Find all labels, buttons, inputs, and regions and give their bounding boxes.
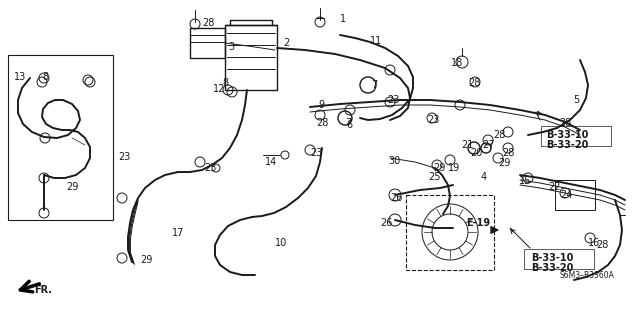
Text: 11: 11 <box>370 36 382 46</box>
Text: 28: 28 <box>596 240 609 250</box>
Text: 10: 10 <box>275 238 287 248</box>
Text: 28: 28 <box>559 118 572 128</box>
Text: B-33-10: B-33-10 <box>531 253 573 263</box>
Bar <box>8 55 113 220</box>
Bar <box>190 28 225 58</box>
Text: 23: 23 <box>427 115 440 125</box>
Text: 23: 23 <box>310 148 323 158</box>
Text: 28: 28 <box>493 130 506 140</box>
Bar <box>524 249 594 269</box>
Text: 19: 19 <box>448 163 460 173</box>
Text: 13: 13 <box>14 72 26 82</box>
Text: 20: 20 <box>470 148 483 158</box>
Text: 9: 9 <box>318 100 324 110</box>
Text: 8: 8 <box>42 72 48 82</box>
Text: 3: 3 <box>228 42 234 52</box>
Text: 2: 2 <box>283 38 289 48</box>
Text: 25: 25 <box>428 172 440 182</box>
Text: 22: 22 <box>548 182 561 192</box>
Text: 27: 27 <box>482 140 495 150</box>
Text: 26: 26 <box>380 218 392 228</box>
Text: 17: 17 <box>172 228 184 238</box>
Text: 12: 12 <box>213 84 225 94</box>
Text: 28: 28 <box>468 78 481 88</box>
Text: 8: 8 <box>222 78 228 88</box>
Text: S6M3–B3360A: S6M3–B3360A <box>560 271 615 280</box>
Text: 28: 28 <box>316 118 328 128</box>
Text: FR.: FR. <box>34 285 52 295</box>
Bar <box>225 25 277 90</box>
Text: 28: 28 <box>202 18 214 28</box>
Text: E-19: E-19 <box>466 218 490 228</box>
Text: 23: 23 <box>387 95 399 105</box>
Text: 15: 15 <box>519 176 531 186</box>
Text: 23: 23 <box>118 152 131 162</box>
Text: 21: 21 <box>461 140 474 150</box>
Bar <box>541 126 611 146</box>
Text: 1: 1 <box>340 14 346 24</box>
Text: 28: 28 <box>502 148 515 158</box>
Text: 30: 30 <box>388 156 400 166</box>
Text: 23: 23 <box>204 163 216 173</box>
Text: B-33-10: B-33-10 <box>546 130 588 140</box>
Text: 29: 29 <box>66 182 78 192</box>
Text: B-33-20: B-33-20 <box>531 263 573 273</box>
Bar <box>406 195 494 270</box>
Text: 7: 7 <box>371 80 377 90</box>
Text: 5: 5 <box>573 95 579 105</box>
Text: 24: 24 <box>560 190 572 200</box>
Bar <box>555 180 595 210</box>
Text: 6: 6 <box>346 120 352 130</box>
Text: 16: 16 <box>588 238 600 248</box>
Text: B-33-20: B-33-20 <box>546 140 588 150</box>
Text: 18: 18 <box>451 58 463 68</box>
Text: 7: 7 <box>345 118 351 128</box>
Text: 4: 4 <box>481 172 487 182</box>
Text: 29: 29 <box>498 158 510 168</box>
Text: 26: 26 <box>390 193 403 203</box>
Text: 29: 29 <box>433 163 445 173</box>
Text: 29: 29 <box>140 255 152 265</box>
Text: 14: 14 <box>265 157 277 167</box>
